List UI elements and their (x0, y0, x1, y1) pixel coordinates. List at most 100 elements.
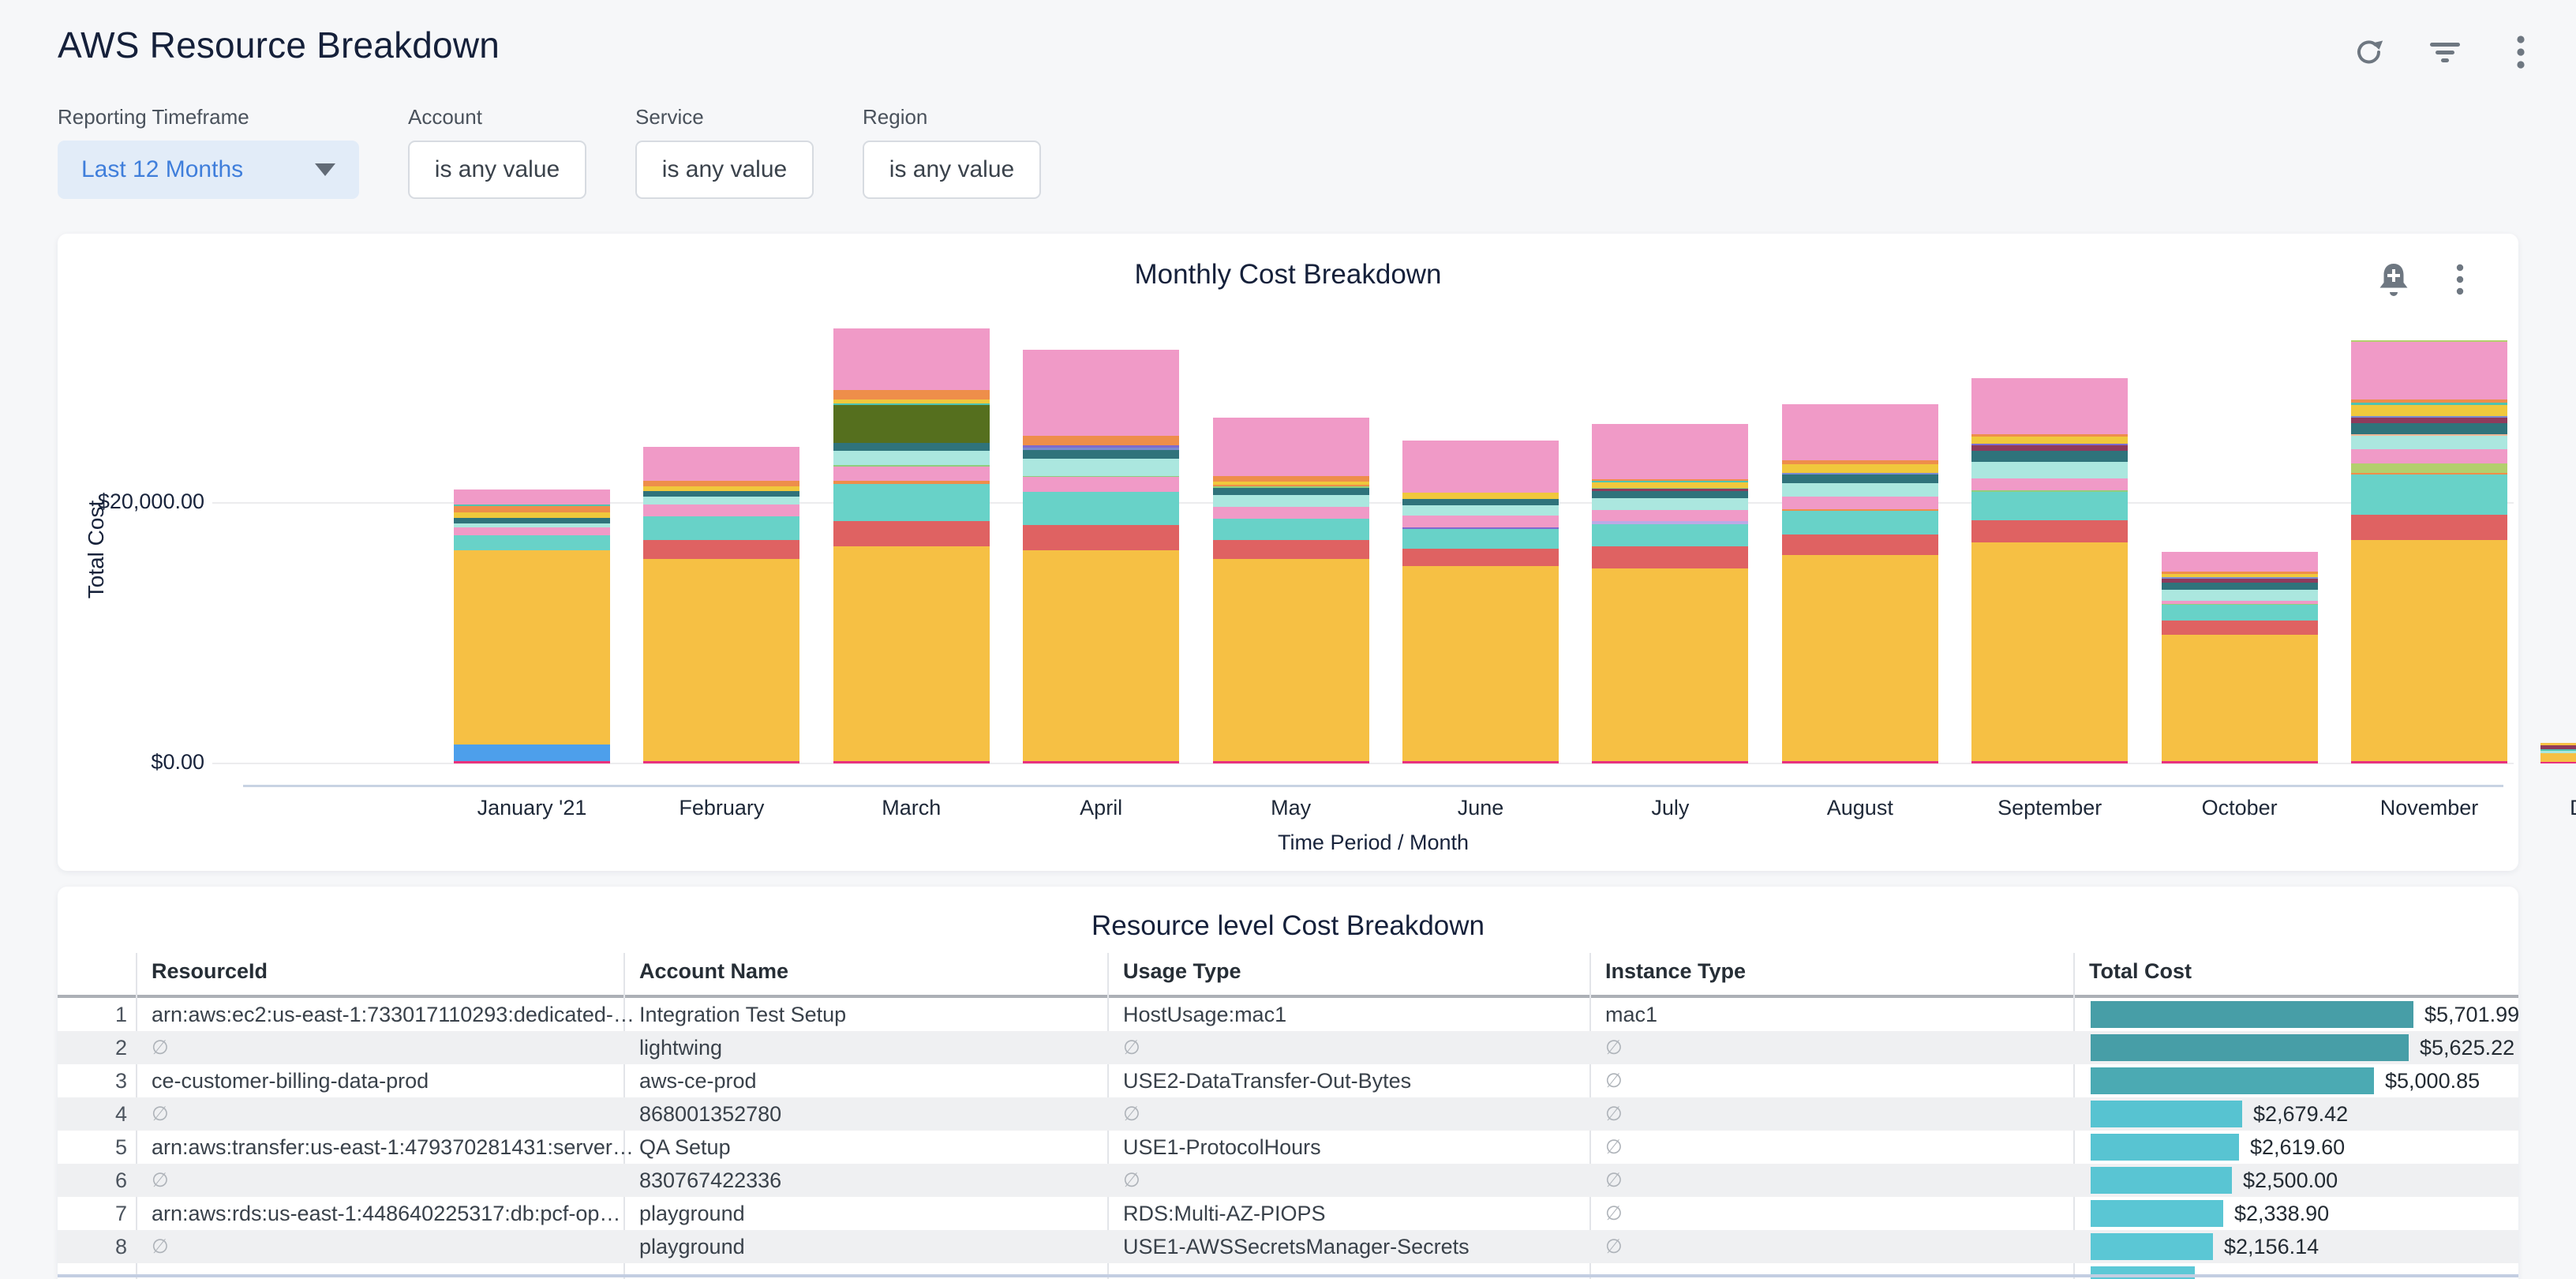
cell-account-name: lightwing (639, 1036, 723, 1060)
resource-cost-table-card: Resource level Cost Breakdown ResourceId… (58, 887, 2518, 1279)
table-body: 1 arn:aws:ec2:us-east-1:733017110293:dedi… (58, 998, 2518, 1279)
alert-bell-button[interactable] (2375, 261, 2413, 298)
total-cost-value: $5,625.22 (2420, 1036, 2515, 1060)
reporting-timeframe-dropdown[interactable]: Last 12 Months (58, 141, 359, 199)
table-row[interactable]: 6 ∅ 830767422336 ∅ ∅ $2,500.00 (58, 1164, 2518, 1197)
x-tick-label: July (1651, 796, 1690, 820)
stacked-bar-march[interactable] (833, 328, 990, 763)
table-row[interactable]: 4 ∅ 868001352780 ∅ ∅ $2,679.42 (58, 1097, 2518, 1131)
cell-account-name: QA Setup (639, 1135, 731, 1159)
filter-label: Reporting Timeframe (58, 105, 249, 129)
cell-usage-type: ∅ (1123, 1169, 1140, 1191)
bar-segment (2540, 743, 2576, 745)
bar-segment (2540, 752, 2576, 763)
bar-segment (1592, 490, 1749, 498)
bar-segment (1023, 448, 1180, 450)
cell-account-name: Integration Test Setup (639, 1003, 847, 1026)
stacked-bar-november[interactable] (2351, 339, 2507, 763)
table-row[interactable]: 7 arn:aws:rds:us-east-1:448640225317:db:p… (58, 1197, 2518, 1230)
table-row[interactable]: 1 arn:aws:ec2:us-east-1:733017110293:dedi… (58, 998, 2518, 1031)
bar-segment (1023, 459, 1180, 476)
column-header-usage-type[interactable]: Usage Type (1123, 959, 1241, 983)
cell-resource-id: ∅ (152, 1037, 169, 1059)
bar-segment (833, 399, 990, 403)
stacked-bar-august[interactable] (1781, 404, 1938, 763)
filter-value: is any value (661, 156, 788, 182)
stacked-bar-february[interactable] (643, 447, 800, 763)
column-header-account-name[interactable]: Account Name (639, 959, 789, 983)
bar-segment (833, 467, 990, 482)
x-tick-label: November (2379, 796, 2479, 820)
bar-segment (2351, 448, 2507, 464)
bar-segment (2351, 416, 2507, 418)
bar-segment (833, 328, 990, 391)
bar-segment (1781, 761, 1938, 763)
bar-segment (1781, 473, 1938, 474)
bar-segment (643, 504, 800, 516)
bar-segment (1592, 761, 1749, 763)
bar-segment (2161, 577, 2318, 579)
stacked-bar-june[interactable] (1402, 441, 1559, 763)
region-filter-chip[interactable]: is any value (863, 141, 1041, 199)
stacked-bar-december[interactable] (2540, 743, 2576, 763)
bar-segment (454, 506, 610, 513)
horizontal-scrollbar[interactable] (58, 1274, 2518, 1277)
table-row[interactable]: 8 ∅ playground USE1-AWSSecretsManager-Secre… (58, 1230, 2518, 1263)
filter-value: Last 12 Months (81, 156, 244, 182)
filter-button[interactable] (2426, 33, 2464, 71)
stacked-bar-september[interactable] (1971, 378, 2129, 763)
bar-segment (2351, 339, 2507, 343)
bar-segment (643, 539, 800, 560)
cell-resource-id: arn:aws:transfer:us-east-1:479370281431:… (152, 1135, 634, 1159)
bar-segment (2351, 399, 2507, 403)
bar-segment (2351, 539, 2507, 762)
bar-segment (1212, 488, 1369, 496)
bar-segment (1971, 461, 2129, 479)
bar-segment (454, 518, 610, 523)
table-row[interactable]: 2 ∅ lightwing ∅ ∅ $5,625.22 (58, 1031, 2518, 1064)
table-row[interactable]: 3 ce-customer-billing-data-prod aws-ce-pro… (58, 1064, 2518, 1097)
bar-segment (2351, 436, 2507, 449)
more-options-button[interactable] (2502, 33, 2540, 71)
stacked-bar-july[interactable] (1592, 424, 1749, 763)
total-cost-bar (2091, 1001, 2413, 1028)
account-filter-chip[interactable]: is any value (408, 141, 586, 199)
bar-segment (1023, 449, 1180, 459)
bar-segment (2540, 750, 2576, 753)
chart-more-options-button[interactable] (2441, 261, 2479, 298)
column-header-resource-id[interactable]: ResourceId (152, 959, 268, 983)
service-filter-chip[interactable]: is any value (635, 141, 814, 199)
row-number: 7 (114, 1202, 127, 1225)
bar-segment (1592, 489, 1749, 491)
x-tick-label: February (679, 796, 765, 820)
column-header-instance-type[interactable]: Instance Type (1605, 959, 1747, 983)
bar-segment (1592, 482, 1749, 488)
bar-segment (2161, 634, 2318, 762)
gridline-0 (212, 763, 2514, 764)
table-row[interactable]: 5 arn:aws:transfer:us-east-1:479370281431… (58, 1131, 2518, 1164)
refresh-button[interactable] (2350, 33, 2388, 71)
cell-account-name: playground (639, 1202, 745, 1225)
stacked-bar-april[interactable] (1023, 350, 1180, 763)
column-header-total-cost[interactable]: Total Cost (2089, 959, 2192, 983)
bar-segment (454, 489, 610, 505)
bar-segment (1971, 761, 2129, 763)
cell-instance-type: ∅ (1605, 1169, 1623, 1191)
stacked-bar-october[interactable] (2161, 552, 2318, 763)
bar-segment (1212, 559, 1369, 762)
bar-segment (833, 451, 990, 466)
total-cost-value: $2,619.60 (2250, 1135, 2346, 1159)
row-number: 1 (114, 1003, 127, 1026)
table-title: Resource level Cost Breakdown (1091, 910, 1485, 941)
stacked-bar-january-21[interactable] (454, 489, 610, 763)
x-tick-label: May (1271, 796, 1312, 820)
cell-usage-type: USE1-ProtocolHours (1123, 1135, 1321, 1159)
bar-segment (2351, 404, 2507, 417)
row-number: 8 (114, 1235, 127, 1258)
stacked-bar-may[interactable] (1212, 418, 1369, 763)
bar-segment (1592, 481, 1749, 482)
bar-segment (2351, 463, 2507, 473)
more-vert-icon (2455, 263, 2465, 296)
bar-segment (643, 447, 800, 481)
bar-segment (1212, 539, 1369, 560)
